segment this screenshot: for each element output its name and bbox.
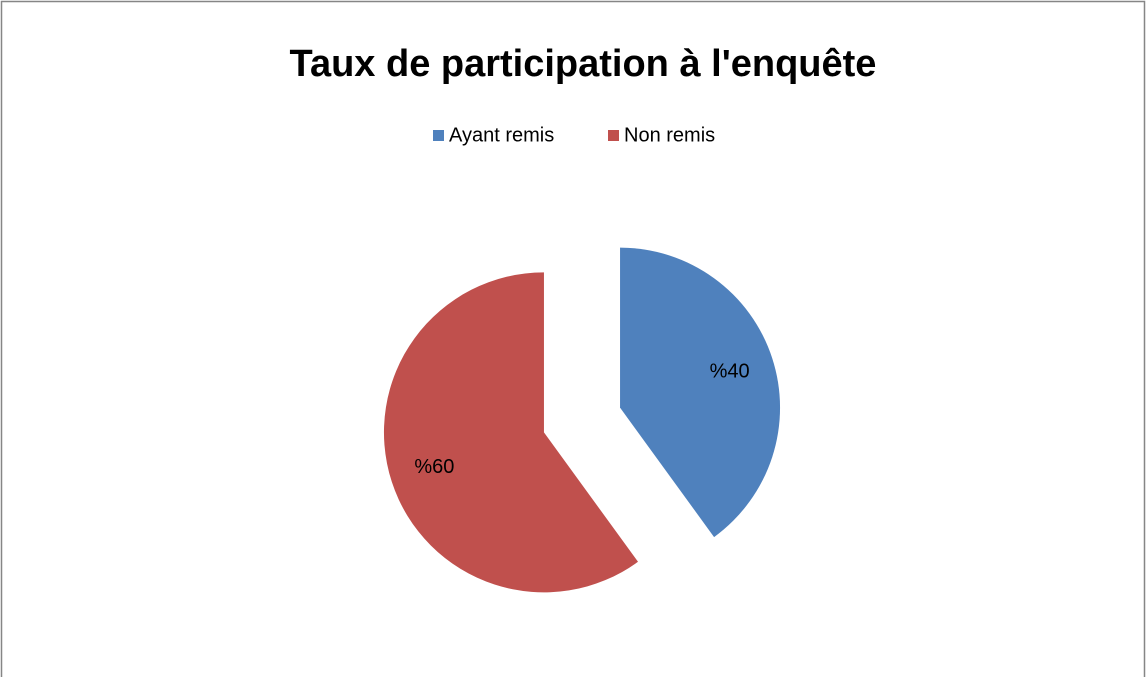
- data-label: %60: [414, 456, 454, 478]
- legend-label: Ayant remis: [449, 124, 554, 146]
- data-label: %40: [710, 360, 750, 382]
- pie-slice: [620, 247, 781, 538]
- legend-swatch: [433, 130, 444, 141]
- legend-swatch: [608, 130, 619, 141]
- chart-title: Taux de participation à l'enquête: [290, 43, 877, 85]
- pie-slice: [383, 272, 639, 593]
- legend-label: Non remis: [624, 124, 715, 146]
